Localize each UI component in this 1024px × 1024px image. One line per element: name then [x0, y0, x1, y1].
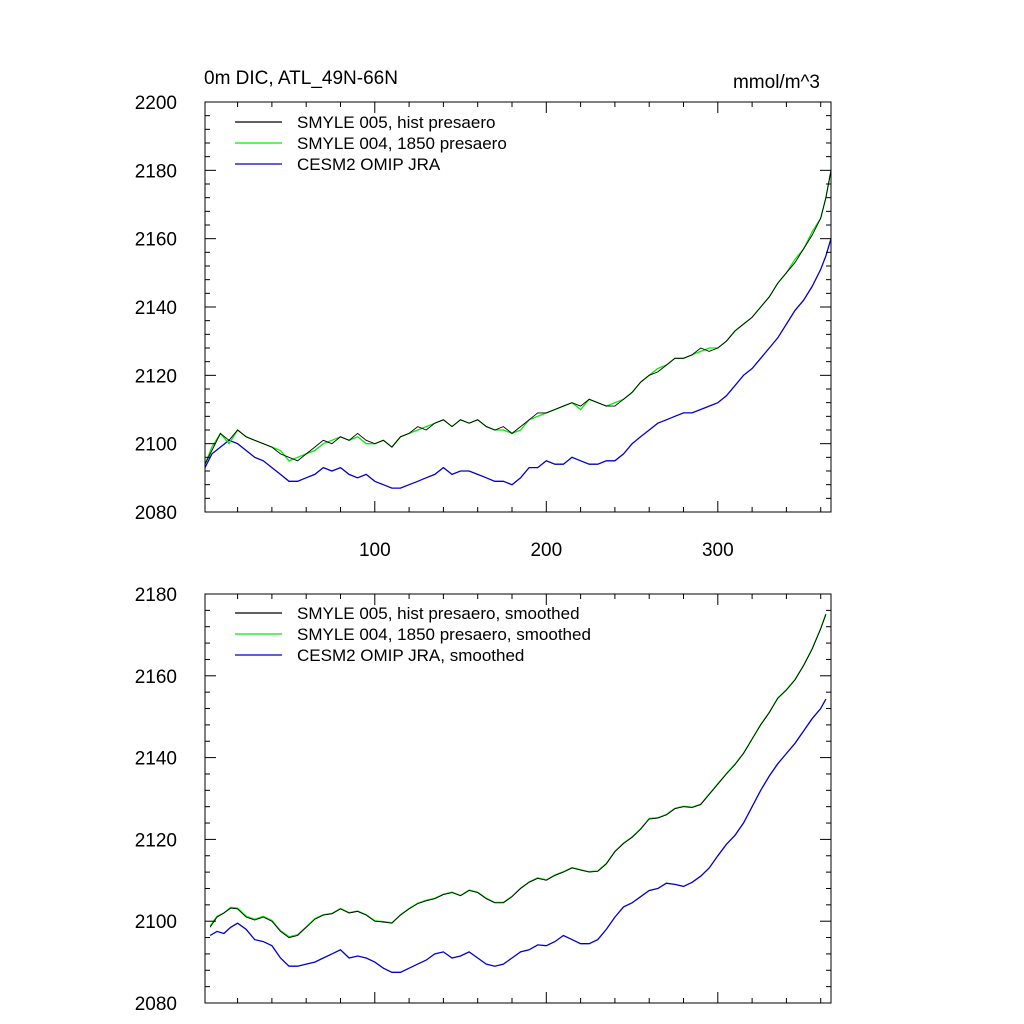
bottom-y-tick-label: 2080 [135, 994, 177, 1015]
bottom-series-line-0 [209, 614, 827, 939]
legend-label-omip: CESM2 OMIP JRA [297, 155, 441, 174]
units-label: mmol/m^3 [733, 72, 820, 93]
bottom-panel-tick-labels: 2080 2100 2120 2140 2160 2180 [135, 585, 177, 1015]
top-panel: 2080 2100 2120 2140 2160 2180 2200 100 200 300 SM… [135, 93, 832, 561]
legend-label-hist: SMYLE 005, hist presaero [297, 113, 495, 132]
bottom-y-tick-label: 2100 [135, 912, 177, 933]
top-panel-frame [204, 101, 832, 513]
bottom-panel-legend: SMYLE 005, hist presaero, smoothed SMYLE… [235, 604, 591, 665]
top-x-tick-label: 300 [702, 540, 734, 561]
top-series-line-2 [204, 238, 832, 489]
bottom-y-tick-label: 2180 [135, 585, 177, 606]
top-y-tick-label: 2160 [135, 230, 177, 251]
bottom-y-tick-label: 2120 [135, 830, 177, 851]
top-y-tick-label: 2080 [135, 503, 177, 524]
bottom-panel-frame [204, 593, 832, 1004]
legend-label-hist-smoothed: SMYLE 005, hist presaero, smoothed [297, 604, 580, 623]
top-panel-lines [204, 170, 832, 489]
legend-label-1850-smoothed: SMYLE 004, 1850 presaero, smoothed [297, 625, 591, 644]
bottom-y-tick-label: 2160 [135, 667, 177, 688]
top-series-line-0 [204, 170, 832, 465]
top-y-tick-label: 2140 [135, 298, 177, 319]
bottom-panel-lines [209, 613, 827, 973]
top-y-tick-label: 2180 [135, 161, 177, 182]
chart-title: 0m DIC, ATL_49N-66N [204, 68, 398, 89]
bottom-y-tick-label: 2140 [135, 749, 177, 770]
top-panel-legend: SMYLE 005, hist presaero SMYLE 004, 1850… [235, 113, 507, 174]
legend-label-1850: SMYLE 004, 1850 presaero [297, 134, 507, 153]
legend-label-omip-smoothed: CESM2 OMIP JRA, smoothed [297, 646, 524, 665]
top-series-line-1 [204, 170, 832, 465]
bottom-panel: 2080 2100 2120 2140 2160 2180 SMYLE 005, hist… [135, 585, 832, 1015]
top-y-tick-label: 2200 [135, 93, 177, 114]
top-y-tick-label: 2100 [135, 435, 177, 456]
top-panel-tick-labels: 2080 2100 2120 2140 2160 2180 2200 100 200 300 [135, 93, 734, 561]
bottom-series-line-2 [209, 698, 827, 973]
top-y-tick-label: 2120 [135, 366, 177, 387]
top-x-tick-label: 100 [359, 540, 391, 561]
top-x-tick-label: 200 [530, 540, 562, 561]
